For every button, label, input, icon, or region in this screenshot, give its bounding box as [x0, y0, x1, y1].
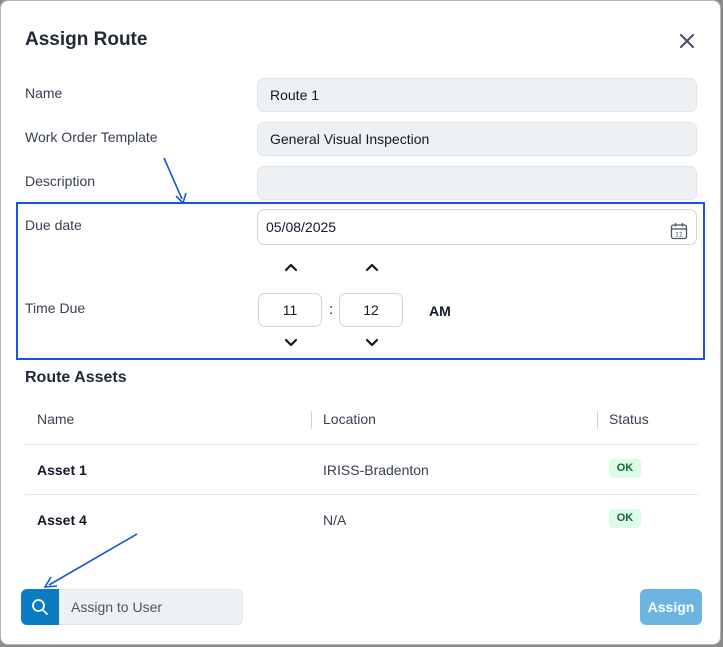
dialog-title: Assign Route — [25, 29, 148, 50]
hour-input[interactable]: 11 — [258, 293, 322, 327]
meridiem-toggle[interactable]: AM — [429, 303, 451, 319]
search-icon — [32, 599, 48, 615]
work-order-template-field[interactable]: General Visual Inspection — [257, 122, 697, 156]
minute-down-chevron-icon[interactable] — [364, 336, 380, 348]
name-label: Name — [25, 85, 63, 101]
asset-location: IRISS-Bradenton — [323, 462, 429, 478]
hour-down-chevron-icon[interactable] — [283, 336, 299, 348]
description-label: Description — [25, 173, 96, 189]
annotation-arrow-icon — [43, 533, 138, 588]
assign-to-user-input[interactable] — [59, 589, 243, 625]
search-user-button[interactable] — [21, 589, 59, 625]
name-field[interactable]: Route 1 — [257, 78, 697, 112]
route-assets-title: Route Assets — [25, 369, 127, 386]
column-header-status: Status — [609, 411, 649, 427]
time-due-label: Time Due — [25, 300, 86, 316]
due-date-value: 05/08/2025 — [266, 219, 337, 235]
asset-location: N/A — [323, 512, 347, 528]
close-icon[interactable] — [675, 29, 699, 53]
due-date-field[interactable]: 05/08/2025 12 — [257, 209, 697, 245]
annotation-arrow-icon — [163, 157, 187, 205]
column-divider — [597, 411, 598, 429]
due-date-label: Due date — [25, 217, 82, 233]
asset-name: Asset 1 — [37, 462, 87, 478]
column-header-location: Location — [323, 411, 376, 427]
row-divider — [25, 494, 698, 495]
minute-input[interactable]: 12 — [339, 293, 403, 327]
minute-up-chevron-icon[interactable] — [364, 260, 380, 272]
calendar-icon[interactable]: 12 — [670, 218, 688, 240]
assign-button[interactable]: Assign — [640, 589, 702, 625]
hour-up-chevron-icon[interactable] — [283, 260, 299, 272]
asset-name: Asset 4 — [37, 512, 87, 528]
column-header-name: Name — [37, 411, 75, 427]
row-divider — [25, 444, 698, 445]
work-order-template-label: Work Order Template — [25, 129, 158, 145]
status-badge: OK — [609, 509, 641, 528]
column-divider — [311, 411, 312, 429]
time-separator: : — [329, 301, 334, 318]
svg-text:12: 12 — [675, 232, 683, 239]
status-badge: OK — [609, 459, 641, 478]
description-field[interactable] — [257, 166, 697, 200]
